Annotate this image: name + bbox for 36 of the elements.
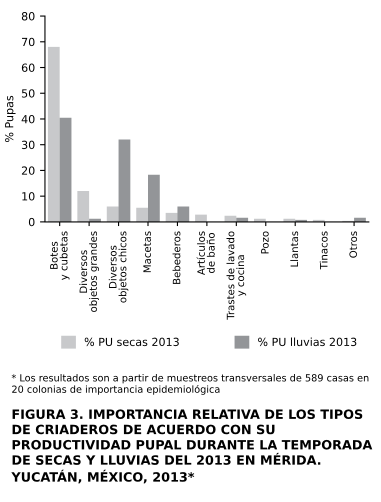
y-tick-label: 40 [22,114,34,124]
bar [177,206,190,222]
bar [195,214,207,222]
legend-label: % PU lluvias 2013 [258,337,356,346]
bar [118,140,130,222]
x-tick-label: Diversos objetos chicos [108,231,128,303]
y-tick-label: 50 [22,89,34,98]
bar [224,216,236,222]
x-tick-label: Botes y cubetas [50,231,70,280]
x-tick-label: Otros [349,231,358,258]
text: FIGURA 3. IMPORTANCIA RELATIVA DE LOS TIPOS DE CRIADEROS DE ACUERDO CON SU PRODUCTIVIDAD PUPAL DURANTE LA TEMPORADA DE SECAS Y LLUVIAS DEL 2013 EN MÉRIDA. YUCATÁN, MÉXICO, 2013* [11,409,372,484]
x-tick-label: Diversos objetos grandes [79,231,99,312]
y-tick-label: 80 [22,12,34,20]
x-tick-label: Macetas [143,231,151,272]
text: * Los resultados son a partir de muestreos transversales de 589 casas en 20 colonias de importancia epidemiológica [12,374,368,395]
x-tick-label: Tinacos [320,231,328,270]
bar [148,174,160,222]
legend-label: % PU secas 2013 [84,338,179,346]
y-tick-label: 0 [28,218,34,226]
y-axis-title: % Pupas [4,96,16,142]
x-tick-label: Trastes de lavado y cocina [226,231,246,320]
bar [106,206,119,222]
y-tick-label: 20 [22,166,34,175]
x-tick-label: Llantas [290,231,298,266]
y-tick-label: 60 [22,63,34,72]
x-tick-label: Pozo [261,231,269,254]
bar [60,118,72,222]
y-tick-label: 70 [22,38,34,46]
bar [166,212,178,222]
y-tick-label: 30 [22,140,34,150]
x-tick-label: Bebederos [172,231,180,284]
y-tick-label: 10 [22,192,34,201]
bar [48,46,60,222]
bar [77,191,90,222]
x-tick-label: Artículos de baño [196,231,215,276]
bar [136,208,148,222]
